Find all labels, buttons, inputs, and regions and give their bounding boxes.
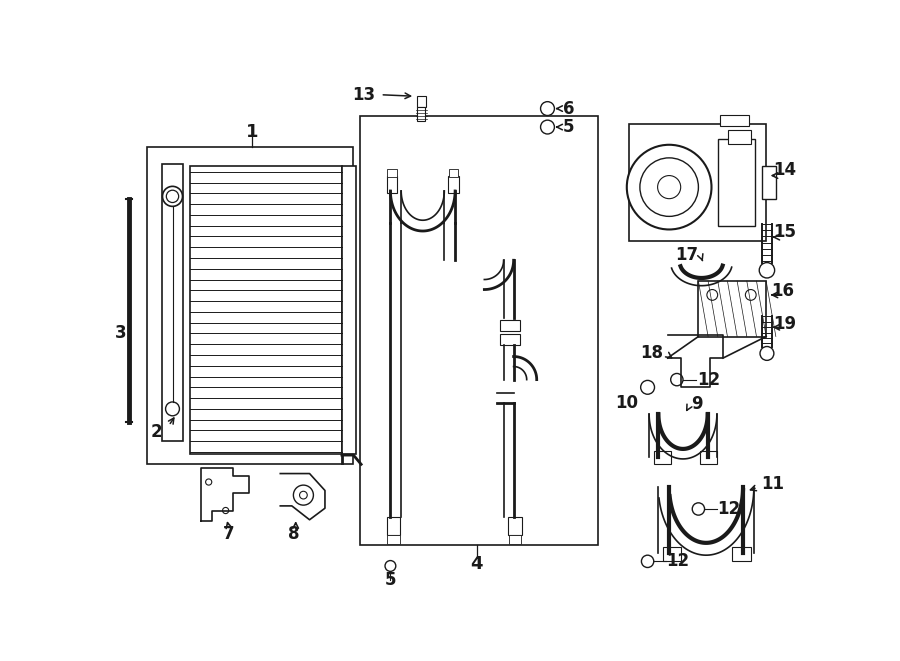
Text: 12: 12 [697, 371, 720, 389]
Bar [342, 165, 356, 454]
Circle shape [760, 262, 775, 278]
Circle shape [541, 102, 554, 116]
Bar [448, 176, 459, 192]
Bar [500, 334, 520, 345]
Circle shape [745, 290, 756, 300]
Text: 2: 2 [150, 423, 162, 441]
Circle shape [205, 479, 212, 485]
Bar [717, 139, 754, 225]
Text: 15: 15 [773, 223, 796, 241]
Bar [509, 535, 521, 545]
Text: 6: 6 [562, 100, 574, 118]
Text: 10: 10 [616, 394, 638, 412]
Text: 3: 3 [115, 325, 127, 342]
Circle shape [658, 176, 680, 199]
Text: 8: 8 [288, 525, 299, 543]
Text: 13: 13 [352, 86, 375, 104]
Text: 17: 17 [675, 246, 698, 264]
Bar [190, 165, 342, 454]
Circle shape [641, 380, 654, 394]
Circle shape [166, 190, 179, 202]
Bar [417, 97, 426, 107]
Text: 14: 14 [773, 161, 796, 179]
Text: 12: 12 [717, 500, 740, 518]
Circle shape [626, 145, 712, 229]
Bar [387, 176, 397, 192]
Circle shape [670, 373, 683, 386]
Bar [728, 130, 751, 144]
Circle shape [300, 491, 307, 499]
Circle shape [166, 402, 179, 416]
Text: 4: 4 [471, 555, 483, 574]
Bar [500, 321, 520, 331]
Circle shape [692, 503, 705, 515]
Text: 11: 11 [761, 475, 785, 492]
Bar [629, 124, 766, 241]
Text: 7: 7 [223, 525, 235, 543]
Circle shape [760, 346, 774, 360]
Bar [147, 147, 354, 464]
Text: 5: 5 [562, 118, 574, 136]
Text: 1: 1 [246, 123, 258, 141]
Bar [720, 115, 749, 126]
Bar [653, 451, 670, 463]
Bar [418, 107, 425, 121]
Bar [698, 281, 766, 336]
Text: 16: 16 [771, 282, 795, 300]
Circle shape [385, 561, 396, 571]
Bar [733, 547, 751, 561]
Bar [700, 451, 717, 463]
Circle shape [642, 555, 653, 568]
Circle shape [163, 186, 183, 206]
Circle shape [293, 485, 313, 505]
Text: 5: 5 [384, 571, 396, 589]
Circle shape [222, 508, 229, 514]
Bar [387, 535, 400, 545]
Text: 12: 12 [666, 553, 689, 570]
Bar [360, 116, 598, 545]
Bar [387, 517, 400, 535]
Bar [163, 164, 183, 442]
Circle shape [706, 290, 717, 300]
Text: 18: 18 [640, 344, 663, 362]
Bar [449, 169, 458, 177]
Bar [663, 547, 681, 561]
Text: 19: 19 [773, 315, 796, 333]
Bar [387, 169, 397, 177]
Circle shape [640, 158, 698, 216]
Text: 9: 9 [690, 395, 702, 413]
Circle shape [541, 120, 554, 134]
Bar [508, 517, 522, 535]
Bar [762, 167, 776, 199]
